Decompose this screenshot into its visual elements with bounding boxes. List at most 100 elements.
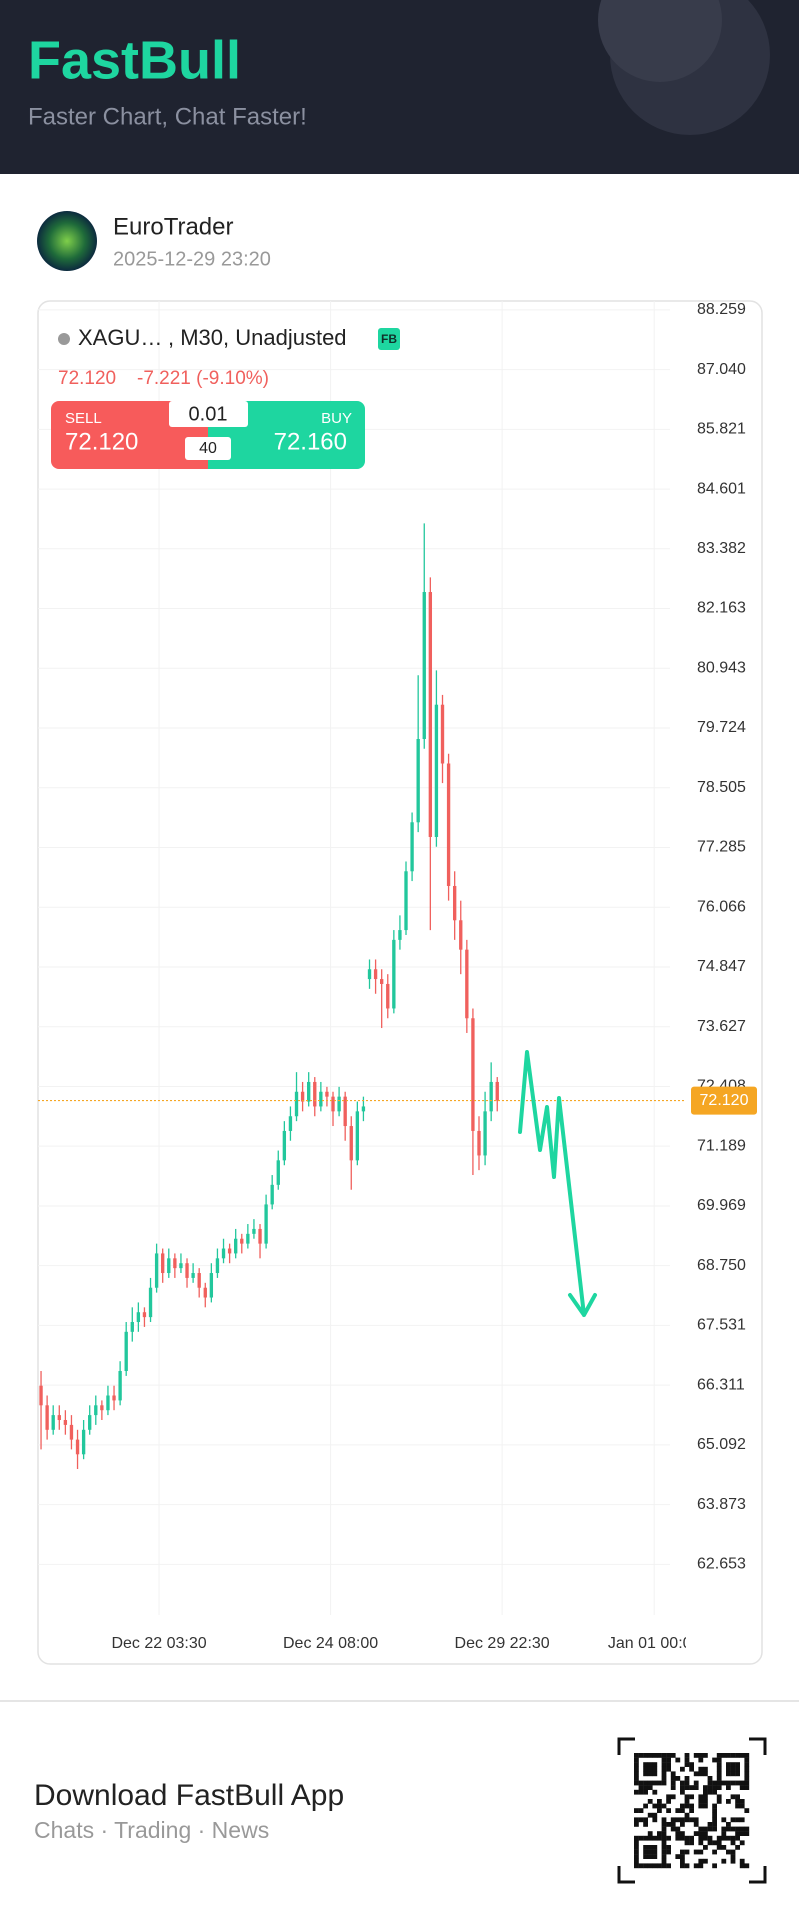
qr-module [634, 1845, 639, 1850]
qr-module [698, 1831, 704, 1836]
qr-module [647, 1780, 653, 1786]
qr-module [643, 1762, 648, 1767]
qr-module [689, 1785, 694, 1790]
qr-module [675, 1826, 681, 1832]
lot: 0.01 [189, 403, 228, 425]
qr-module [730, 1771, 736, 1777]
y-tick-label: 68.750 [697, 1257, 746, 1274]
qr-module [647, 1785, 653, 1790]
candle-body [386, 983, 390, 1009]
brand: FastBull [28, 30, 241, 90]
qr-module [689, 1808, 694, 1813]
candle-body [452, 885, 457, 921]
candle-body [355, 1111, 360, 1161]
qr-module [684, 1840, 690, 1846]
qr-module [712, 1840, 717, 1846]
qr-module [680, 1766, 685, 1772]
candle-body [392, 939, 396, 1009]
candle-body [489, 1081, 493, 1112]
candle-body [51, 1415, 55, 1430]
qr-module [666, 1845, 671, 1850]
qr-module [698, 1771, 704, 1777]
qr-module [735, 1762, 740, 1767]
y-tick-label: 80.943 [697, 660, 746, 677]
qr-module [703, 1789, 708, 1795]
qr-module [666, 1794, 671, 1800]
candle-body [191, 1273, 195, 1278]
candle-body [373, 969, 378, 980]
qr-module [684, 1817, 690, 1823]
qr-module [730, 1762, 736, 1767]
qr-module [666, 1757, 671, 1763]
candle-body [258, 1228, 262, 1244]
candle-body [380, 979, 384, 984]
qr-module [698, 1863, 704, 1869]
candle-body [221, 1248, 226, 1259]
qr-module [726, 1835, 731, 1841]
qr-module [693, 1849, 699, 1855]
candle-body [136, 1312, 141, 1323]
qr-module [661, 1753, 667, 1758]
qr-module [716, 1794, 722, 1800]
qr-module [739, 1785, 745, 1790]
qr-module [703, 1799, 708, 1804]
qr-module [693, 1822, 699, 1827]
lot-box[interactable] [169, 401, 248, 427]
candle-body [319, 1091, 323, 1107]
y-tick-label: 82.163 [697, 600, 746, 617]
y-tick-label: 83.382 [697, 540, 746, 557]
qr-module [680, 1831, 685, 1836]
qr-module [657, 1863, 662, 1869]
qr-module [735, 1771, 740, 1777]
qr-module [721, 1753, 727, 1758]
candle-body [209, 1273, 214, 1298]
author[interactable]: EuroTrader [113, 213, 234, 240]
sell-button[interactable] [51, 401, 208, 469]
qr-module [693, 1780, 699, 1786]
candle-body [106, 1395, 110, 1411]
candle-body [227, 1248, 232, 1254]
qr-module [647, 1849, 653, 1855]
qr-module [744, 1753, 750, 1758]
qr-module [652, 1753, 658, 1758]
candle-body [203, 1287, 207, 1298]
qr-module [703, 1771, 708, 1777]
qr-module [670, 1785, 676, 1790]
qr-module [684, 1849, 690, 1855]
qr-module [680, 1835, 685, 1841]
candle-body [459, 920, 463, 950]
qr-module [643, 1780, 648, 1786]
qr-module [726, 1849, 731, 1855]
qr-module [739, 1780, 745, 1786]
qr-module [634, 1835, 639, 1841]
qr-module [652, 1766, 658, 1772]
qr-module [652, 1854, 658, 1859]
candle-body [404, 871, 408, 931]
qr-module [703, 1858, 708, 1864]
qr-module [684, 1780, 690, 1786]
candle-body [88, 1415, 92, 1430]
candle-body [288, 1116, 293, 1131]
qr-module [735, 1826, 740, 1832]
chart-meta: , M30, Unadjusted [168, 325, 347, 350]
qr-module [735, 1835, 740, 1841]
qr-module [647, 1753, 653, 1758]
qr-module [661, 1863, 667, 1869]
spread: 40 [199, 440, 217, 457]
qr-module [735, 1803, 740, 1809]
qr-module [680, 1849, 685, 1855]
qr-module [689, 1817, 694, 1823]
qr-module [726, 1780, 731, 1786]
symbol[interactable]: XAGU… [78, 325, 162, 350]
qr-module [661, 1771, 667, 1777]
avatar[interactable] [37, 211, 97, 271]
plot: Dec 22 03:30 Dec 24 08:00 Dec 29 22:30 Jan … [38, 301, 686, 1652]
qr-module [726, 1799, 731, 1804]
qr-module [693, 1771, 699, 1777]
qr-module [643, 1771, 648, 1777]
qr-module [666, 1762, 671, 1767]
qr-module [689, 1803, 694, 1809]
qr-module [721, 1817, 727, 1823]
qr-module [643, 1849, 648, 1855]
qr-module [675, 1817, 681, 1823]
